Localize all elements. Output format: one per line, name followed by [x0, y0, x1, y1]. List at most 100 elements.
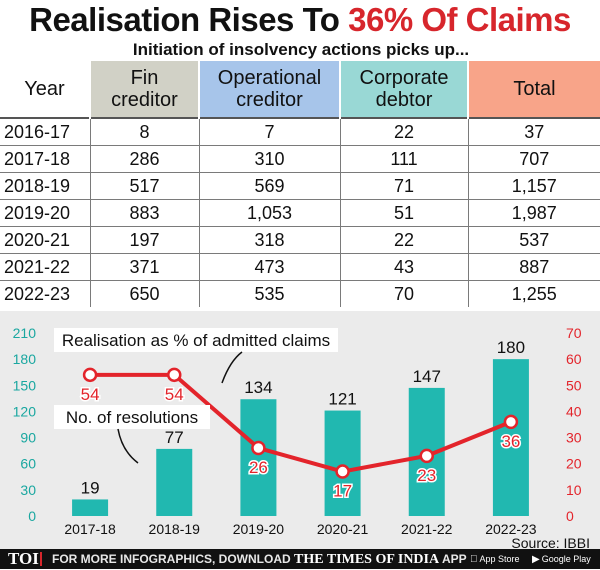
title-part-1: Realisation Rises To [29, 1, 349, 38]
promo-text: FOR MORE INFOGRAPHICS, DOWNLOAD [52, 552, 291, 566]
header-total: Total [467, 61, 600, 118]
right-axis-tick-label: 0 [566, 508, 574, 524]
apple-icon:  [470, 554, 478, 565]
cell-corporate: 71 [339, 172, 468, 200]
cell-fin: 286 [89, 145, 199, 173]
app-store-badge[interactable]: App Store [470, 554, 520, 565]
bar-resolutions [324, 410, 361, 516]
realisation-point [503, 414, 519, 430]
cell-fin: 197 [89, 226, 199, 254]
logo-divider [40, 552, 42, 566]
x-tick-label: 2022-23 [485, 521, 537, 537]
cell-year: 2017-18 [0, 145, 90, 173]
x-tick-label: 2020-21 [317, 521, 369, 537]
cell-total: 1,157 [467, 172, 600, 200]
cell-fin: 517 [89, 172, 199, 200]
bar-annotation-pointer [117, 428, 139, 464]
cell-corporate: 22 [339, 117, 468, 146]
left-axis-tick-label: 30 [20, 482, 36, 498]
cell-operational: 569 [198, 172, 340, 200]
bar-value-label: 121 [328, 390, 356, 409]
header-operational-creditor: Operational creditor [198, 61, 340, 118]
x-tick-label: 2021-22 [401, 521, 453, 537]
left-axis-tick-label: 150 [13, 377, 37, 393]
cell-total: 1,987 [467, 199, 600, 227]
realisation-point [167, 367, 182, 383]
realisation-point [251, 440, 266, 456]
bar-annotation-label: No. of resolutions [66, 408, 198, 427]
realisation-value-label: 54 [81, 385, 100, 404]
cell-fin: 371 [89, 253, 199, 281]
title-part-2: 36% Of Claims [348, 1, 571, 38]
google-play-badge[interactable]: ▶ Google Play [532, 554, 591, 565]
left-axis-tick-label: 210 [13, 325, 37, 341]
realisation-value-label: 54 [165, 385, 184, 404]
cell-corporate: 22 [339, 226, 468, 254]
bar-value-label: 180 [497, 338, 525, 357]
line-annotation-box [54, 328, 338, 352]
cell-corporate: 70 [339, 280, 468, 307]
bar-resolutions [492, 359, 529, 516]
right-axis-tick-label: 30 [566, 430, 582, 446]
table-header-row: Year Fin creditor Operational creditor Cor… [0, 61, 600, 118]
realisation-point [82, 367, 98, 383]
bar-value-label: 134 [244, 378, 272, 397]
bar-resolutions [240, 399, 277, 516]
bar-value-label: 77 [165, 428, 184, 447]
right-axis-tick-label: 60 [566, 351, 582, 367]
source-note: Source: IBBI [511, 535, 590, 551]
realisation-point [419, 448, 434, 464]
x-tick-label: 2017-18 [64, 521, 116, 537]
bar-value-label: 19 [81, 478, 100, 497]
right-axis-tick-label: 50 [566, 377, 582, 393]
table-row: 2020-21 197 318 22 537 [0, 226, 600, 254]
line-annotation-pointer [221, 351, 243, 384]
resolutions-realisation-chart: 0 30 60 90 120 150 180 210 0 10 20 30 40 50 60 70 19 77 13… [13, 325, 582, 537]
header-year: Year [24, 78, 65, 100]
table-row: 2021-22 371 473 43 887 [0, 253, 600, 281]
cell-year: 2022-23 [0, 280, 90, 307]
cell-total: 537 [467, 226, 600, 254]
cell-corporate: 51 [339, 199, 468, 227]
cell-corporate: 111 [339, 145, 468, 173]
header-fin-creditor: Fin creditor [89, 61, 199, 118]
cell-year: 2020-21 [0, 226, 90, 254]
table-row: 2016-17 8 7 22 37 [0, 117, 600, 146]
footer-bar: TOI FOR MORE INFOGRAPHICS, DOWNLOAD THE … [0, 549, 600, 569]
line-annotation-label: Realisation as % of admitted claims [62, 331, 330, 350]
table-row: 2018-19 517 569 71 1,157 [0, 172, 600, 200]
x-tick-label: 2018-19 [149, 521, 201, 537]
realisation-value-label: 17 [333, 482, 352, 501]
chart-panel: 0 30 60 90 120 150 180 210 0 10 20 30 40 50 60 70 19 77 13… [0, 311, 600, 549]
cell-operational: 7 [198, 117, 340, 146]
promo-brand: THE TIMES OF INDIA [294, 552, 440, 567]
realisation-value-label: 23 [417, 466, 436, 485]
table-subtitle: Initiation of insolvency actions picks u… [132, 40, 470, 59]
cell-total: 707 [467, 145, 600, 173]
bar-resolutions [72, 499, 109, 516]
header-corporate-debtor: Corporate debtor [339, 61, 468, 118]
footer-promo: FOR MORE INFOGRAPHICS, DOWNLOAD THE TIME… [52, 549, 467, 569]
left-axis-tick-label: 0 [28, 508, 36, 524]
right-axis-tick-label: 10 [566, 482, 582, 498]
right-axis-tick-label: 70 [566, 325, 582, 341]
cell-fin: 8 [89, 117, 199, 146]
cell-operational: 473 [198, 253, 340, 281]
cell-fin: 650 [89, 280, 199, 307]
left-axis-tick-label: 90 [20, 430, 36, 446]
cell-operational: 535 [198, 280, 340, 307]
realisation-point [335, 464, 350, 479]
cell-operational: 310 [198, 145, 340, 173]
bar-annotation-box [54, 405, 210, 429]
left-axis-tick-label: 60 [20, 456, 36, 472]
x-tick-label: 2019-20 [233, 521, 285, 537]
insolvency-table: Year Fin creditor Operational creditor Cor… [0, 61, 600, 307]
right-axis-tick-label: 40 [566, 403, 582, 419]
left-axis-tick-label: 120 [13, 403, 37, 419]
bar-value-label: 147 [413, 367, 441, 386]
cell-corporate: 43 [339, 253, 468, 281]
cell-year: 2018-19 [0, 172, 90, 200]
cell-total: 37 [467, 117, 600, 146]
table-row: 2017-18 286 310 111 707 [0, 145, 600, 173]
realisation-value-label: 26 [249, 458, 268, 477]
